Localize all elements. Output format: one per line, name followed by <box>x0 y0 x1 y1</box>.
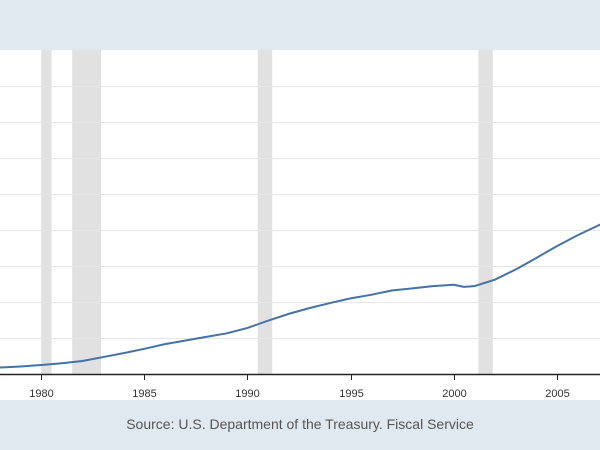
gridlines-group <box>0 86 600 339</box>
chart-header-band <box>0 0 600 50</box>
recession-band-3 <box>257 50 273 374</box>
recession-band-4 <box>478 50 493 374</box>
x-tick-label-1980: 1980 <box>29 388 53 400</box>
series-line-1 <box>0 223 600 369</box>
x-tick-label-1985: 1985 <box>132 388 156 400</box>
x-tick-label-2000: 2000 <box>442 388 466 400</box>
recession-band-1 <box>41 50 52 374</box>
x-tick-label-1990: 1990 <box>235 388 259 400</box>
recession-shading-group <box>41 50 493 374</box>
series-group <box>0 223 600 369</box>
x-tick-label-1995: 1995 <box>339 388 363 400</box>
x-axis-group: 1980 1985 1990 1995 2000 2005 <box>0 373 600 400</box>
recession-band-2 <box>72 50 102 374</box>
chart-source-note: Source: U.S. Department of the Treasury.… <box>126 416 474 432</box>
x-tick-label-2005: 2005 <box>545 388 569 400</box>
